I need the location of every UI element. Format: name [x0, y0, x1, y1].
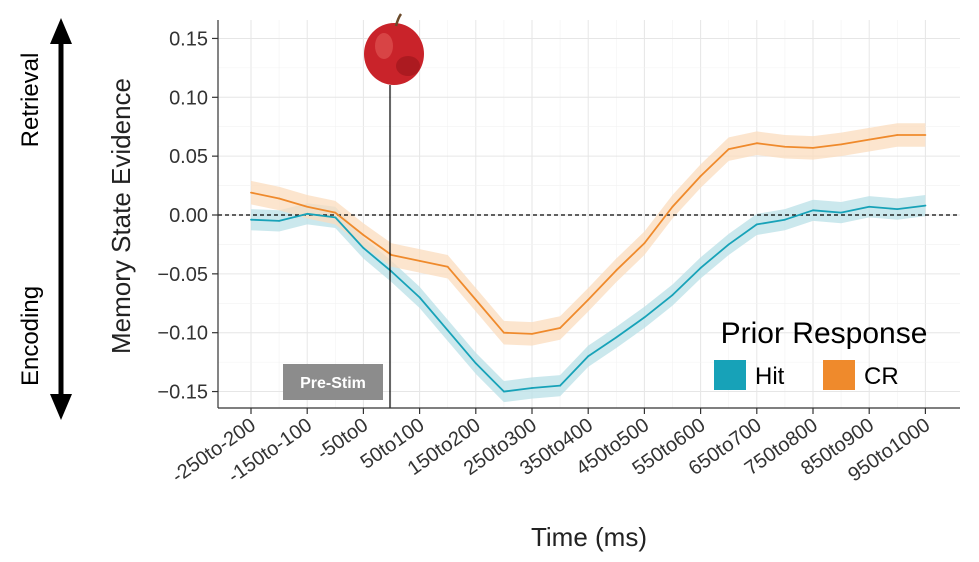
data-point-cr	[334, 211, 337, 214]
data-point-hit	[812, 209, 814, 212]
data-point-hit	[784, 218, 786, 221]
data-point-hit	[474, 362, 477, 365]
legend-label-cr: CR	[864, 363, 899, 390]
data-point-hit	[868, 205, 871, 208]
data-point-cr	[306, 205, 309, 208]
retrieval-label: Retrieval	[17, 53, 44, 148]
y-tick-label: −0.15	[157, 382, 208, 404]
data-point-cr	[362, 234, 365, 236]
data-point-cr	[531, 332, 533, 335]
data-point-hit	[840, 211, 842, 214]
data-point-hit	[250, 218, 252, 221]
data-point-hit	[727, 243, 730, 246]
encoding-label: Encoding	[17, 286, 44, 386]
data-point-cr	[503, 331, 505, 334]
data-point-cr	[727, 148, 730, 150]
legend-swatch-hit	[714, 360, 746, 390]
data-point-hit	[531, 387, 533, 389]
data-point-cr	[587, 298, 590, 301]
data-point-cr	[418, 260, 421, 262]
legend-label-hit: Hit	[755, 363, 785, 390]
data-point-cr	[250, 191, 252, 194]
data-point-hit	[334, 216, 337, 219]
data-point-hit	[615, 336, 618, 339]
y-tick-label: −0.10	[157, 323, 208, 345]
data-point-cr	[474, 298, 477, 301]
y-axis-title: Memory State Evidence	[106, 78, 136, 354]
data-point-hit	[559, 384, 561, 387]
y-tick-label: 0.10	[169, 87, 208, 109]
legend: Prior Response Hit CR	[714, 317, 927, 390]
data-point-cr	[896, 134, 899, 136]
data-point-cr	[840, 143, 842, 146]
y-tick-label: 0.05	[169, 146, 208, 168]
y-axis: −0.15 −0.10 −0.05 0.00 0.05 0.10 0.15	[157, 20, 219, 408]
data-point-hit	[924, 204, 927, 207]
y-tick-label: 0.15	[169, 28, 208, 50]
data-point-cr	[446, 265, 449, 268]
data-point-cr	[784, 145, 786, 148]
data-point-cr	[643, 242, 646, 245]
data-point-hit	[587, 355, 590, 358]
data-point-cr	[924, 134, 927, 136]
data-point-hit	[278, 219, 280, 222]
y-tick-label: −0.05	[157, 264, 208, 286]
data-point-cr	[559, 327, 561, 329]
data-point-hit	[390, 270, 393, 273]
x-axis: -250to-200-150to-100-50to050to100150to20…	[168, 407, 960, 488]
stimulus-marker: Pre-Stim	[283, 13, 424, 408]
data-point-hit	[362, 247, 365, 249]
prestim-badge	[283, 364, 383, 400]
data-point-hit	[643, 316, 646, 319]
data-point-cr	[278, 197, 280, 200]
data-point-hit	[446, 329, 449, 332]
data-point-hit	[699, 267, 702, 269]
data-point-hit	[671, 294, 674, 296]
retrieval-encoding-arrow	[50, 18, 72, 420]
data-point-cr	[615, 269, 618, 272]
legend-swatch-cr	[823, 360, 855, 390]
data-point-hit	[755, 223, 758, 226]
data-point-cr	[812, 147, 814, 149]
data-point-cr	[699, 175, 702, 178]
data-point-hit	[896, 208, 899, 211]
data-point-hit	[418, 296, 421, 299]
data-point-hit	[306, 212, 309, 215]
data-point-cr	[755, 142, 758, 145]
legend-title: Prior Response	[721, 317, 928, 350]
x-axis-title: Time (ms)	[531, 522, 647, 552]
data-point-cr	[868, 138, 871, 141]
apple-icon	[364, 13, 424, 85]
ci-band-cr	[251, 123, 926, 346]
data-point-hit	[503, 390, 505, 393]
series-lines	[250, 134, 927, 393]
y-tick-label: 0.00	[169, 205, 208, 227]
data-point-cr	[390, 254, 393, 256]
prestim-label: Pre-Stim	[300, 375, 366, 392]
data-point-cr	[671, 205, 674, 208]
